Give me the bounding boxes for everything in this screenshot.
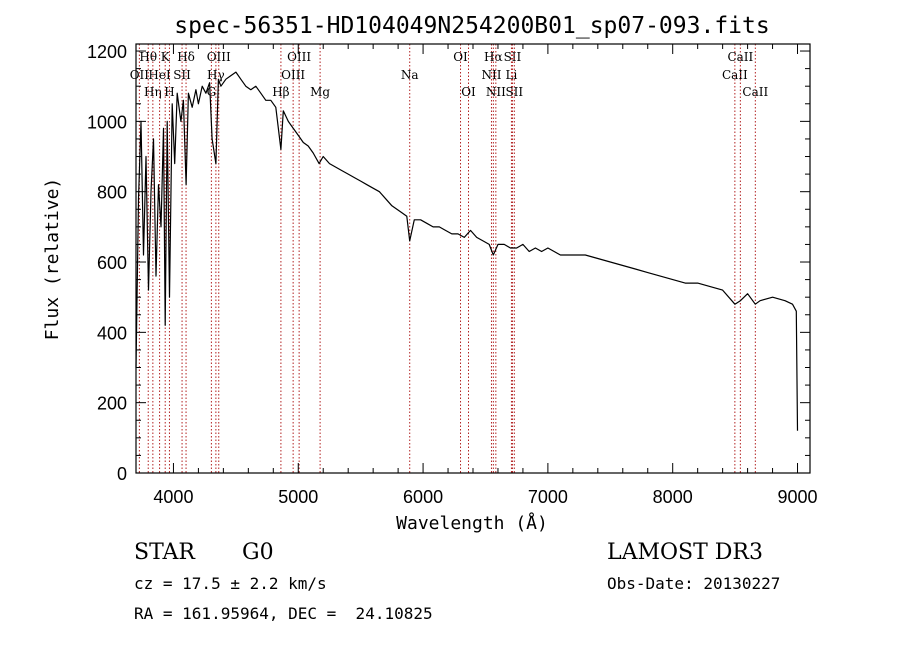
y-tick-label: 800 (97, 183, 127, 203)
y-tick-label: 600 (97, 253, 127, 273)
line-marker-label: Mg (310, 85, 330, 99)
line-marker-label: K (161, 50, 171, 64)
y-tick-label: 400 (97, 323, 127, 343)
line-marker-label: Li (506, 68, 518, 82)
y-axis-label: Flux (relative) (42, 178, 63, 341)
x-tick-label: 6000 (403, 487, 443, 507)
x-axis-label: Wavelength (Å) (396, 512, 548, 534)
plot-area (135, 43, 811, 474)
y-tick-label: 200 (97, 394, 127, 414)
line-marker-label: SII (173, 68, 191, 82)
line-marker-label: Hθ (139, 50, 157, 64)
y-tick-label: 1000 (87, 112, 127, 132)
line-marker-label: Hγ (207, 68, 225, 82)
redshift-velocity: cz = 17.5 ± 2.2 km/s (134, 574, 327, 593)
line-marker-label: OIII (281, 68, 305, 82)
spectrum-line (135, 71, 799, 431)
line-marker-label: NII (486, 85, 506, 99)
line-marker-label: Hη (144, 85, 162, 99)
line-marker-label: OI (453, 50, 468, 64)
x-tick-label: 7000 (528, 487, 568, 507)
x-tick-label: 8000 (653, 487, 693, 507)
chart-title: spec-56351-HD104049N254200B01_sp07-093.f… (174, 13, 769, 39)
x-tick-label: 9000 (777, 487, 817, 507)
plot-frame (135, 43, 811, 474)
line-marker-label: CaII (742, 85, 768, 99)
line-marker-label: H (164, 85, 174, 99)
line-marker-label: OII (130, 68, 150, 82)
line-marker-label: SII (505, 85, 523, 99)
line-marker-label: NII (481, 68, 501, 82)
y-tick-label: 0 (117, 464, 127, 484)
coordinates: RA = 161.95964, DEC = 24.10825 (134, 604, 433, 623)
y-tick-label: 1200 (87, 42, 127, 62)
x-tick-label: 5000 (278, 487, 318, 507)
line-marker-label: Na (401, 68, 419, 82)
x-tick-label: 4000 (153, 487, 193, 507)
line-marker-label: HeI (148, 68, 171, 82)
line-marker-label: OIII (287, 50, 311, 64)
line-marker-label: Hδ (177, 50, 195, 64)
line-marker-label: SII (504, 50, 522, 64)
line-marker-label: Hβ (272, 85, 289, 99)
axis-ticks: 4000 5000 6000 7000 8000 9000 0 200 400 600 800 100… (87, 42, 818, 507)
observation-date: Obs-Date: 20130227 (607, 574, 781, 593)
line-marker-label: G (207, 85, 217, 99)
survey-name: LAMOST DR3 (607, 540, 763, 565)
object-class: STAR (134, 540, 195, 565)
subclass: G0 (242, 540, 274, 565)
line-marker-label: CaII (722, 68, 748, 82)
line-marker-label: Hα (484, 50, 503, 64)
line-marker-label: OIII (207, 50, 231, 64)
line-marker-label: CaII (727, 50, 753, 64)
spectral-line-markers: OII Hθ Hη HeI K H Hδ SII G Hγ OIII Hβ OIII OIII Mg Na OI… (130, 44, 768, 473)
line-marker-label: OI (461, 85, 476, 99)
